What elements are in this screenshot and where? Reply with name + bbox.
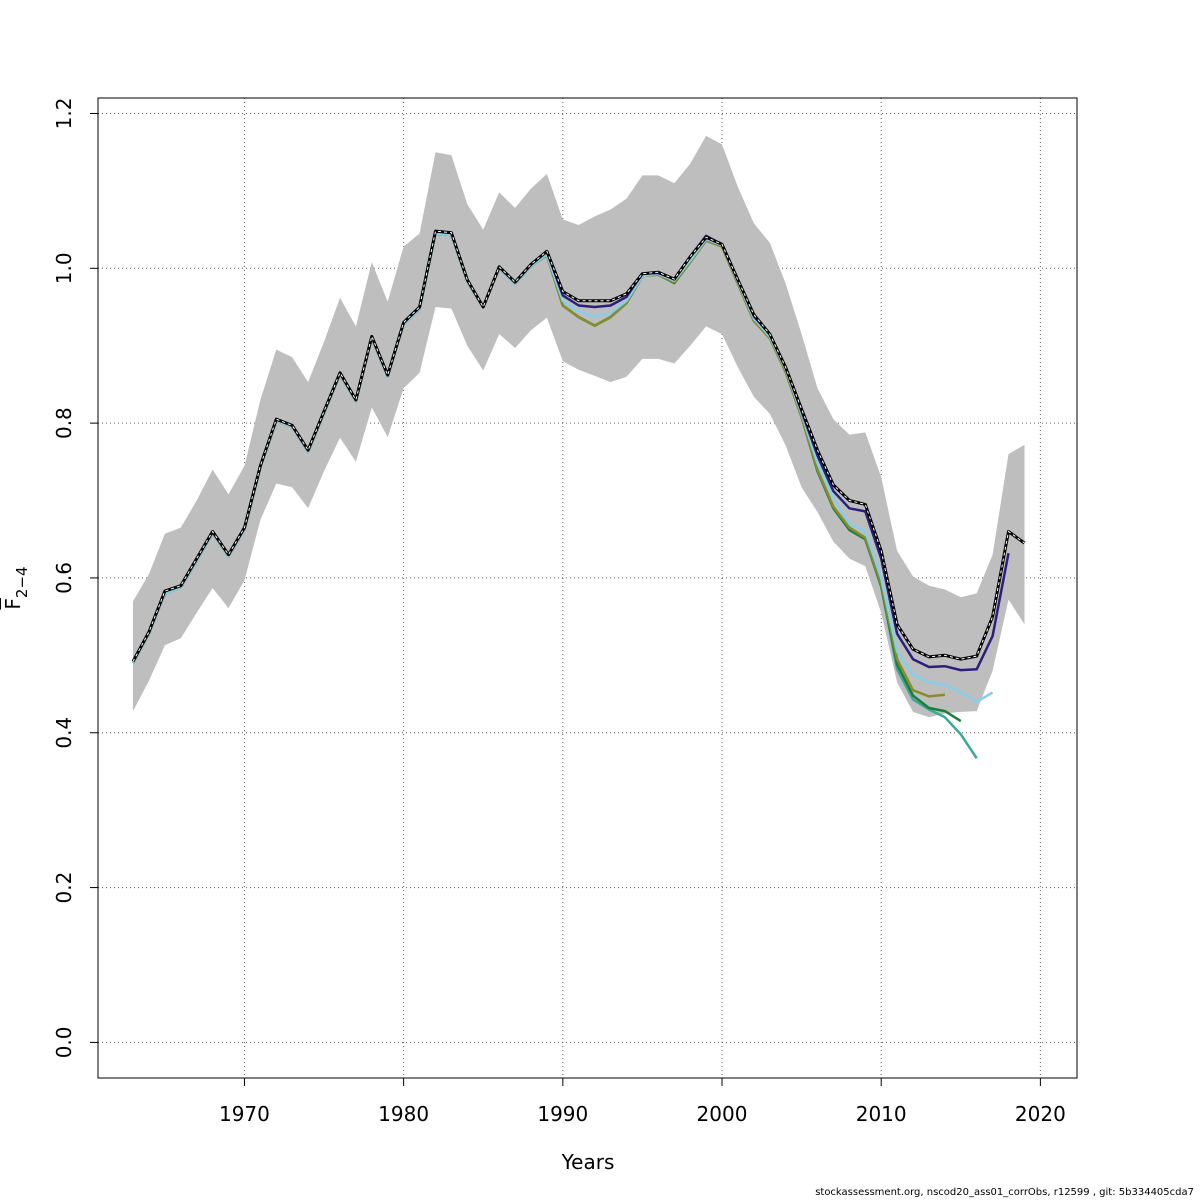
confidence-band [133, 135, 1025, 718]
y-tick-label: 1.0 [52, 252, 76, 284]
y-axis-title-sub: 2−4 [13, 566, 31, 598]
x-axis-title: Years [561, 1150, 615, 1174]
series-line-0-dash [132, 230, 1025, 662]
y-tick-label: 1.2 [52, 98, 76, 130]
y-tick-label: 0.0 [52, 1026, 76, 1058]
series-lines [131, 229, 1026, 759]
x-tick-label: 2020 [1015, 1102, 1066, 1126]
x-tick-label: 1990 [537, 1102, 588, 1126]
y-axis-title-base: F [1, 598, 25, 610]
footer-note: stockassessment.org, nscod20_ass01_corrO… [815, 1187, 1194, 1198]
grid-lines [98, 98, 1077, 1078]
y-tick-label: 0.8 [52, 407, 76, 439]
confidence-band-area [133, 135, 1025, 718]
y-axis-title: F2−4 [1, 566, 31, 609]
x-tick-label: 2010 [856, 1102, 907, 1126]
x-tick-label: 2000 [697, 1102, 748, 1126]
y-tick-label: 0.4 [52, 717, 76, 749]
x-tick-label: 1980 [378, 1102, 429, 1126]
x-tick-label: 1970 [219, 1102, 270, 1126]
y-tick-label: 0.6 [52, 562, 76, 594]
x-axis: 1970 1980 1990 2000 2010 2020 [219, 1078, 1066, 1126]
svg-text:F2−4: F2−4 [1, 566, 31, 609]
y-tick-label: 0.2 [52, 872, 76, 904]
plot-frame [97, 97, 1078, 1079]
y-axis: 0.0 0.2 0.4 0.6 0.8 1.0 1.2 [52, 98, 98, 1058]
